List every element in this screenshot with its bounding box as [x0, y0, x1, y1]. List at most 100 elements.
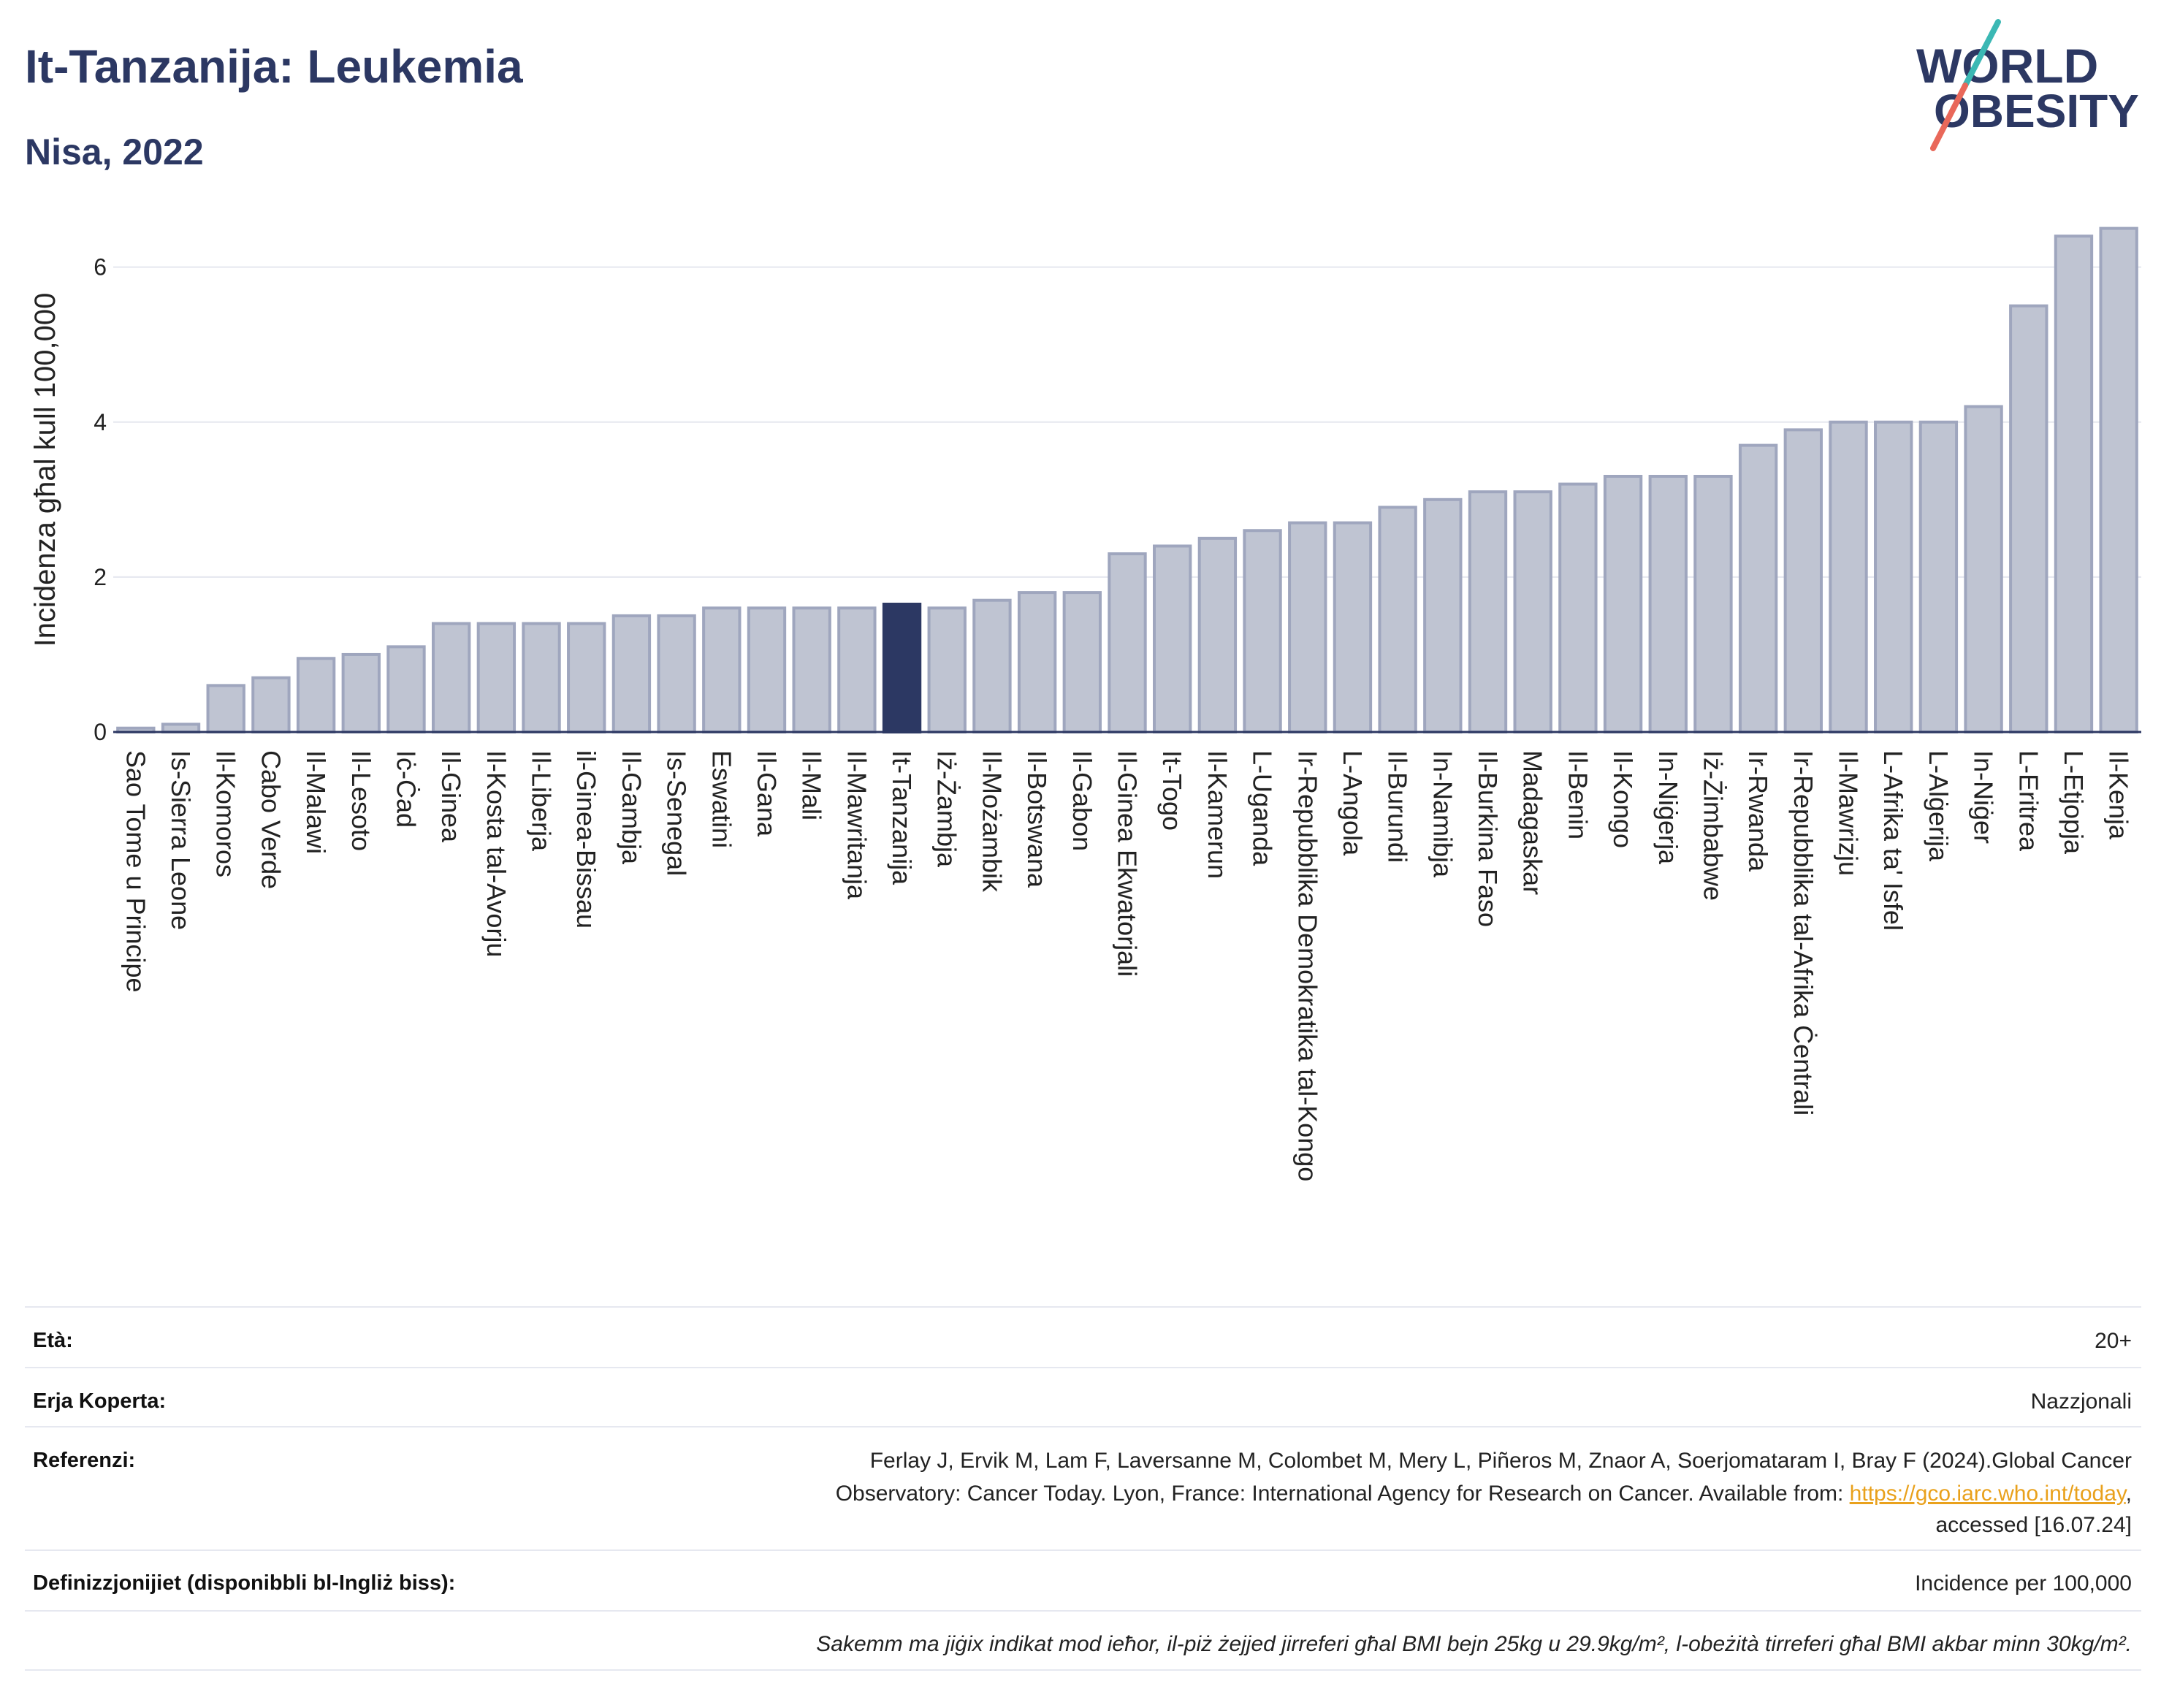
y-tick-label: 2 [94, 564, 107, 590]
bar [1017, 591, 1057, 733]
bar [1964, 405, 2003, 734]
x-tick-label: In-Namibja [1428, 750, 1457, 878]
x-tick-label: Il-Kamerun [1203, 750, 1232, 879]
bar [1693, 475, 1733, 733]
x-tick-label: Il-Lesoto [346, 750, 376, 851]
x-tick-label: L-Eritrea [2013, 750, 2043, 852]
bar [476, 622, 517, 733]
bar [1468, 490, 1508, 733]
bar [1153, 544, 1192, 733]
reference-text-end: , [2125, 1482, 2132, 1506]
bar [2054, 235, 2094, 734]
age-value: 20+ [2095, 1329, 2132, 1353]
x-tick-label: Il-Gambja [617, 750, 647, 865]
x-tick-label: Ir-Rwanda [1743, 750, 1773, 872]
bar [341, 652, 381, 733]
definitions-label: Definizzjonijiet (disponibbli bl-Ingliż … [33, 1571, 456, 1595]
x-tick-label: Il-Ginea Ekwatorjali [1113, 750, 1143, 977]
x-tick-label: Il-Botswana [1022, 750, 1052, 888]
logo-word-obesity: OBESITY [1934, 85, 2139, 137]
x-tick-label: Il-Mali [797, 750, 827, 820]
x-tick-label: Il-Możambik [977, 750, 1007, 893]
x-tick-label: Il-Kenja [2104, 750, 2134, 840]
x-tick-label: Cabo Verde [256, 750, 286, 889]
x-tick-label: Il-Benin [1563, 750, 1593, 839]
references-label: Referenzi: [33, 1449, 136, 1472]
x-tick-label: Eswatini [706, 750, 736, 848]
bar [386, 645, 426, 733]
x-tick-label: Sao Tome u Principe [121, 750, 150, 993]
bar [1648, 475, 1688, 733]
bar [927, 606, 967, 734]
bar [1738, 443, 1778, 733]
bar [1197, 536, 1238, 734]
x-tick-label: It-Togo [1157, 750, 1187, 831]
x-tick-label: Il-Ginea [436, 750, 466, 843]
bar [161, 723, 201, 733]
area-label: Erja Koperta: [33, 1389, 167, 1413]
bmi-note: Sakemm ma jiġix indikat mod ieħor, il-pi… [816, 1632, 2132, 1656]
page-title: It-Tanzanija: Leukemia [25, 40, 523, 93]
bar [747, 606, 787, 734]
bar [611, 614, 652, 734]
x-tick-label: L-Alġerija [1924, 750, 1954, 862]
row-divider [25, 1367, 2141, 1368]
age-label: Età: [33, 1329, 73, 1352]
bar [1603, 475, 1643, 733]
logo-slash-coral [1930, 83, 1968, 151]
x-tick-labels: Sao Tome u Principe Is-Sierra Leone Il-Kom… [121, 750, 2133, 1181]
x-tick-label: Il-Komoros [211, 750, 241, 877]
x-tick-label: Iċ-Ċad [391, 750, 421, 828]
y-tick-label: 6 [94, 254, 107, 281]
x-tick-label: L-Angola [1338, 750, 1368, 856]
x-tick-label: Iż-Żimbabwe [1698, 750, 1728, 901]
x-tick-label: It-Tanzanija [887, 750, 917, 885]
reference-link[interactable]: https://gco.iarc.who.int/today [1849, 1482, 2126, 1506]
x-tick-label: Ir-Repubblika tal-Afrika Ċentrali [1788, 750, 1818, 1116]
bar [296, 657, 336, 734]
bar [1829, 420, 1868, 733]
bar [702, 606, 742, 734]
bar [431, 622, 471, 733]
x-tick-label: Il-Burkina Faso [1473, 750, 1503, 927]
bar [2099, 226, 2138, 733]
bar [1243, 529, 1282, 733]
bar [1288, 521, 1327, 733]
bar [567, 622, 606, 733]
bar [2009, 304, 2048, 733]
x-tick-label: Iż-Żambja [932, 750, 962, 868]
x-tick-label: Il-Mawrizju [1834, 750, 1864, 876]
bar [657, 614, 696, 734]
definitions-value: Incidence per 100,000 [1915, 1571, 2132, 1595]
row-divider [25, 1610, 2141, 1612]
bar-highlighted [882, 603, 922, 733]
x-tick-label: Il-Liberja [527, 750, 557, 852]
reference-line-1: Ferlay J, Ervik M, Lam F, Laversanne M, … [869, 1449, 2132, 1473]
x-tick-label: L-Uganda [1248, 750, 1278, 866]
x-tick-label: Il-Gabon [1067, 750, 1097, 851]
row-divider [25, 1426, 2141, 1427]
x-tick-label: Madagaskar [1518, 750, 1548, 895]
x-tick-label: Il-Kosta tal-Avorju [481, 750, 511, 957]
area-value: Nazzjonali [2030, 1389, 2132, 1414]
reference-line-2: Observatory: Cancer Today. Lyon, France:… [836, 1482, 2132, 1507]
logo-word-world: WORLD [1916, 39, 2098, 93]
y-tick-label: 4 [94, 409, 107, 435]
x-tick-label: Il-Kongo [1608, 750, 1638, 848]
row-divider [25, 1306, 2141, 1308]
x-tick-label: L-Etjopja [2059, 750, 2089, 855]
y-axis-title: Incidenza għal kull 100,000 [29, 293, 61, 647]
bar [1558, 482, 1598, 734]
bar [1423, 497, 1463, 733]
bar [1333, 521, 1373, 733]
x-tick-label: Il-Gana [752, 750, 782, 837]
bar [1062, 591, 1102, 733]
bar [1513, 490, 1552, 733]
logo-slash-teal [1962, 19, 2001, 88]
x-tick-label: Is-Senegal [662, 750, 692, 876]
bar [522, 622, 561, 733]
page-subtitle: Nisa, 2022 [25, 131, 204, 172]
reference-text: Observatory: Cancer Today. Lyon, France:… [835, 1482, 1850, 1506]
row-divider [25, 1549, 2141, 1551]
